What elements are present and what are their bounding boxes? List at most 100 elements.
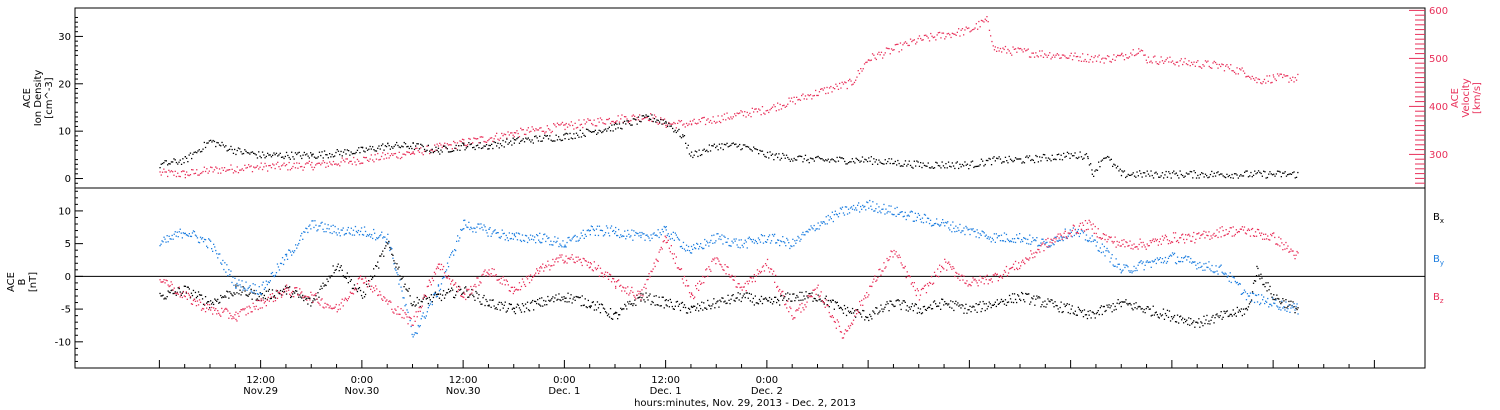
data-point <box>520 127 522 129</box>
data-point <box>524 303 527 305</box>
data-point <box>1282 76 1284 79</box>
data-point <box>1054 56 1056 58</box>
data-point <box>438 297 441 299</box>
data-point <box>318 225 320 227</box>
data-point <box>422 297 424 299</box>
data-point <box>644 239 646 241</box>
data-point <box>926 165 928 167</box>
data-point <box>411 304 413 307</box>
data-point <box>535 300 537 303</box>
data-point <box>227 291 229 293</box>
data-point <box>188 174 190 177</box>
data-point <box>1149 175 1151 177</box>
data-point <box>1223 176 1226 178</box>
data-point <box>999 301 1002 303</box>
data-point <box>909 276 911 278</box>
data-point <box>215 249 217 252</box>
data-point <box>429 152 431 155</box>
data-point <box>851 307 854 310</box>
data-point <box>913 220 915 222</box>
data-point <box>398 151 400 153</box>
data-point <box>468 221 470 223</box>
data-point <box>956 31 958 33</box>
data-point <box>244 307 246 310</box>
data-point <box>251 298 253 300</box>
data-point <box>1203 176 1205 178</box>
data-point <box>250 290 252 292</box>
data-point <box>670 233 672 235</box>
data-point <box>519 239 522 241</box>
data-point <box>692 306 694 308</box>
data-point <box>775 274 777 277</box>
data-point <box>1064 305 1066 308</box>
data-point <box>495 232 497 234</box>
data-point <box>851 158 853 160</box>
data-point <box>1130 270 1132 272</box>
data-point <box>213 243 215 245</box>
data-point <box>424 294 426 297</box>
data-point <box>923 213 926 216</box>
data-point <box>818 299 820 301</box>
data-point <box>838 212 841 215</box>
data-point <box>444 271 447 273</box>
data-point <box>600 229 603 231</box>
data-point <box>996 157 998 159</box>
data-point <box>277 291 280 294</box>
data-point <box>496 308 498 310</box>
data-point <box>834 321 836 323</box>
data-point <box>419 310 421 312</box>
data-point <box>1077 157 1079 160</box>
data-point <box>753 111 755 113</box>
data-point <box>400 286 402 288</box>
data-point <box>339 308 341 310</box>
data-point <box>1121 170 1123 172</box>
data-point <box>460 145 462 147</box>
data-point <box>1098 313 1100 316</box>
data-point <box>1133 303 1135 305</box>
data-point <box>1201 265 1203 267</box>
data-point <box>587 118 589 120</box>
data-point <box>332 307 334 309</box>
data-point <box>275 272 278 274</box>
data-point <box>980 234 982 236</box>
data-point <box>665 122 667 124</box>
data-point <box>567 237 569 239</box>
data-point <box>1093 56 1095 59</box>
data-point <box>974 309 976 311</box>
data-point <box>1185 172 1188 174</box>
data-point <box>1082 53 1084 55</box>
data-point <box>534 236 536 238</box>
data-point <box>662 231 664 233</box>
data-point <box>883 203 885 206</box>
data-point <box>502 139 504 142</box>
data-point <box>817 222 819 224</box>
data-point <box>1114 305 1116 308</box>
data-point <box>861 299 863 302</box>
data-point <box>573 261 575 263</box>
data-point <box>507 131 509 133</box>
data-point <box>444 142 446 144</box>
data-point <box>225 307 227 310</box>
data-point <box>363 156 365 158</box>
data-point <box>1014 241 1017 244</box>
data-point <box>966 163 969 165</box>
data-point <box>675 256 677 258</box>
data-point <box>741 289 743 291</box>
data-point <box>696 123 698 125</box>
data-point <box>1225 311 1227 313</box>
data-point <box>1189 170 1191 173</box>
data-point <box>682 136 684 138</box>
data-point <box>882 57 884 59</box>
data-point <box>413 148 416 151</box>
data-point <box>966 227 968 229</box>
data-point <box>351 287 354 290</box>
data-point <box>736 112 738 114</box>
data-point <box>697 155 699 158</box>
data-point <box>916 288 918 290</box>
data-point <box>1127 266 1129 268</box>
data-point <box>1205 319 1207 321</box>
data-point <box>1120 174 1123 177</box>
data-point <box>189 235 192 237</box>
data-point <box>915 165 917 167</box>
data-point <box>290 251 292 253</box>
